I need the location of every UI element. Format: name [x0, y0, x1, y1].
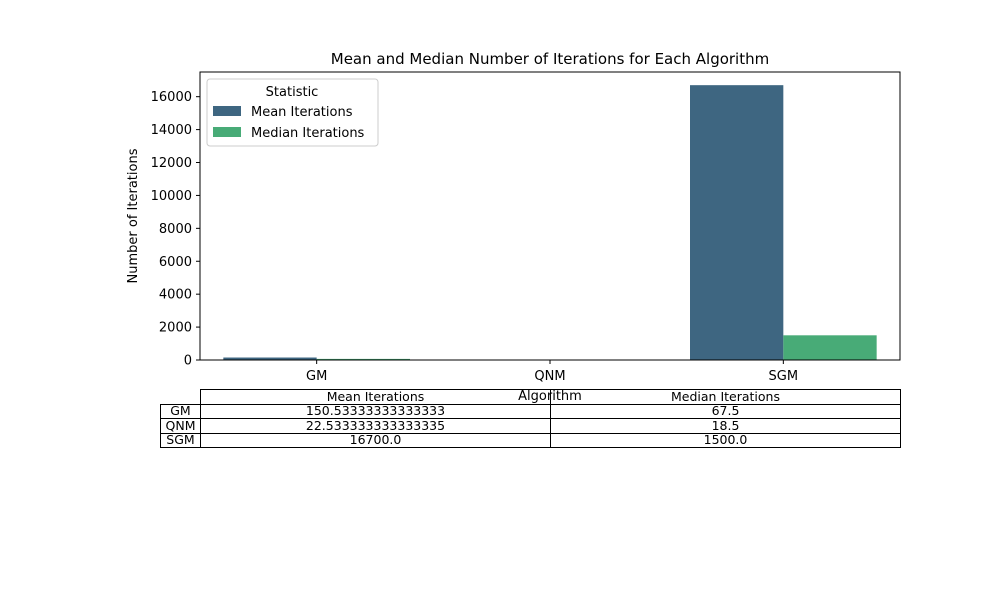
table-header-median: Median Iterations: [550, 389, 901, 405]
legend-label-mean: Mean Iterations: [251, 105, 353, 120]
bar-sgm-mean: [690, 85, 784, 361]
x-tick-label: SGM: [769, 369, 799, 384]
table-header-mean: Mean Iterations: [200, 389, 551, 405]
bars-layer: [223, 85, 877, 361]
y-axis: 0 2000 4000 6000 8000 10000 12000 14000 16000: [151, 90, 200, 369]
y-tick-label: 4000: [159, 288, 192, 303]
legend-swatch-mean: [213, 106, 241, 116]
table-header-row: Mean Iterations Median Iterations: [161, 389, 901, 405]
y-tick-label: 12000: [151, 156, 192, 171]
legend-swatch-median: [213, 127, 241, 137]
table-corner: [161, 390, 201, 405]
data-table: Mean Iterations Median Iterations GM 150…: [160, 389, 901, 448]
table-cell-median: 1500.0: [550, 432, 901, 448]
x-tick-label: QNM: [534, 369, 565, 384]
y-tick-label: 10000: [151, 189, 192, 204]
bar-gm-mean: [223, 357, 317, 360]
bar-sgm-median: [783, 335, 877, 360]
table-row: SGM 16700.0 1500.0: [160, 432, 901, 448]
bar-gm-median: [316, 358, 410, 360]
table-cell-mean: 150.53333333333333: [200, 403, 551, 419]
y-tick-label: 6000: [159, 255, 192, 270]
legend: Statistic Mean Iterations Median Iterati…: [206, 78, 379, 147]
legend-title: Statistic: [266, 85, 319, 100]
y-tick-label: 16000: [151, 90, 192, 105]
y-tick-label: 2000: [159, 321, 192, 336]
y-tick-label: 14000: [151, 123, 192, 138]
y-tick-label: 8000: [159, 222, 192, 237]
table-row-label: QNM: [160, 418, 201, 434]
y-tick-label: 0: [184, 354, 192, 369]
table-cell-mean: 16700.0: [200, 432, 551, 448]
chart-title: Mean and Median Number of Iterations for…: [331, 50, 769, 68]
x-tick-label: GM: [306, 369, 327, 384]
y-axis-label: Number of Iterations: [126, 148, 141, 283]
table-row-label: GM: [160, 403, 201, 419]
table-cell-median: 18.5: [550, 418, 901, 434]
table-cell-mean: 22.533333333333335: [200, 418, 551, 434]
table-row-label: SGM: [160, 432, 201, 448]
table-cell-median: 67.5: [550, 403, 901, 419]
legend-label-median: Median Iterations: [251, 126, 365, 141]
legend-box: [206, 78, 379, 147]
table-row: GM 150.53333333333333 67.5: [160, 403, 901, 419]
x-axis: GM QNM SGM: [306, 360, 798, 384]
table-row: QNM 22.533333333333335 18.5: [160, 418, 901, 434]
